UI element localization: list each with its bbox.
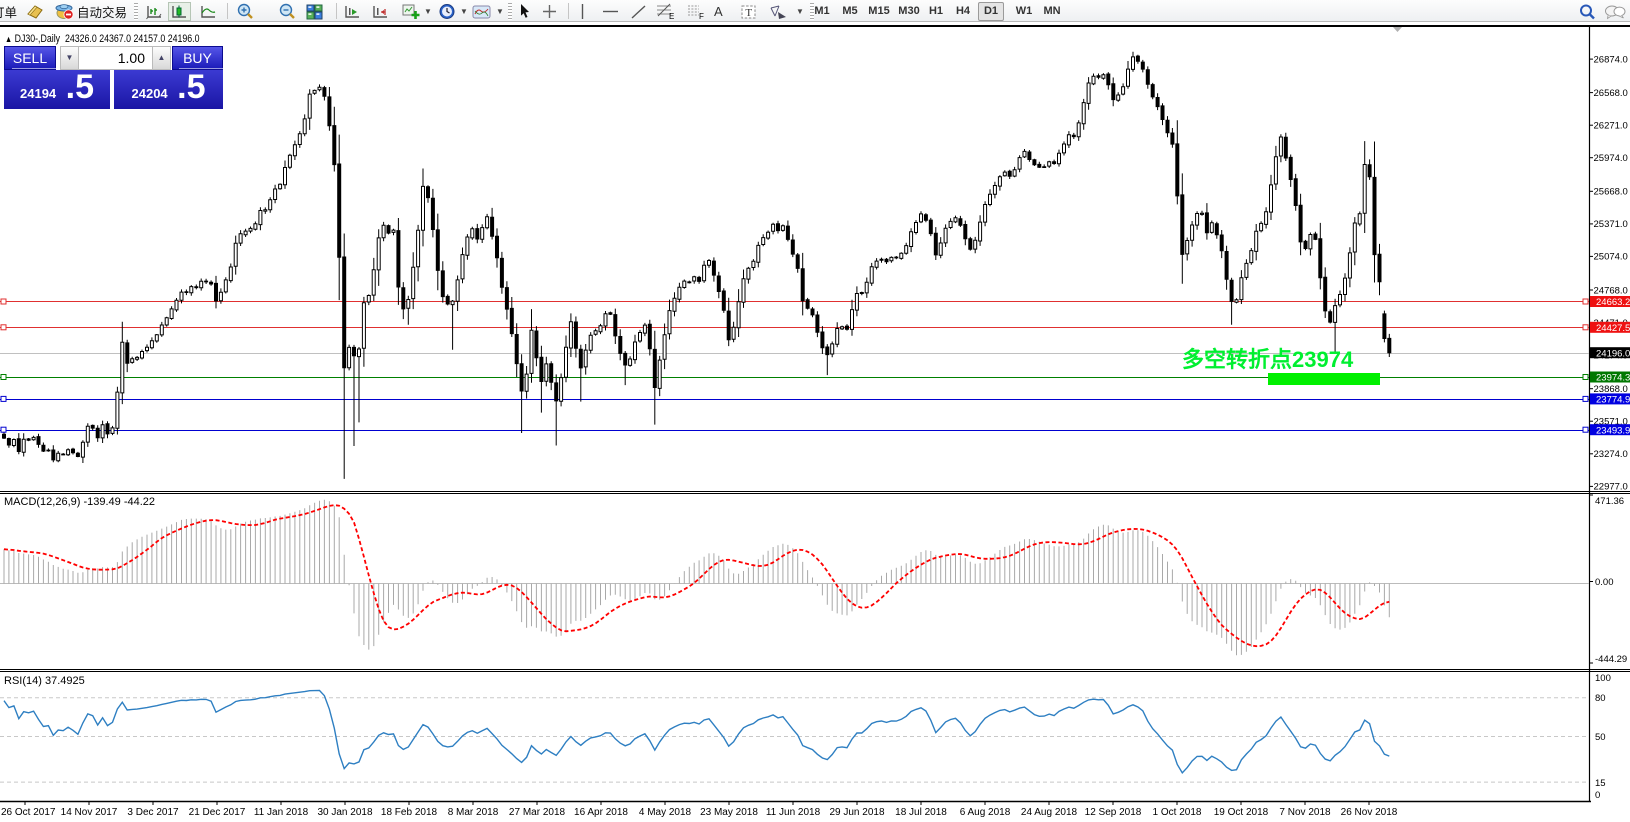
svg-text:T: T [745,7,752,19]
svg-text:25074.0: 25074.0 [1594,252,1628,263]
svg-text:25974.0: 25974.0 [1594,153,1628,164]
svg-text:22977.0: 22977.0 [1594,482,1628,493]
svg-text:0: 0 [1595,790,1600,801]
svg-text:24196.0: 24196.0 [1596,348,1630,359]
svg-text:50: 50 [1595,732,1606,743]
svg-text:18 Jul 2018: 18 Jul 2018 [895,807,947,818]
svg-text:25371.0: 25371.0 [1594,219,1628,230]
svg-text:18 Feb 2018: 18 Feb 2018 [381,807,438,818]
svg-text:30 Jan 2018: 30 Jan 2018 [317,807,372,818]
svg-text:23493.9: 23493.9 [1596,425,1630,436]
svg-text:15: 15 [1595,778,1606,789]
svg-text:24427.5: 24427.5 [1596,323,1630,334]
svg-text:23274.0: 23274.0 [1594,449,1628,460]
svg-text:24 Aug 2018: 24 Aug 2018 [1021,807,1078,818]
svg-text:0.00: 0.00 [1595,577,1614,588]
svg-text:27 Mar 2018: 27 Mar 2018 [509,807,566,818]
svg-text:21 Dec 2017: 21 Dec 2017 [189,807,246,818]
svg-text:1 Oct 2018: 1 Oct 2018 [1153,807,1202,818]
svg-text:23868.0: 23868.0 [1594,384,1628,395]
svg-text:471.36: 471.36 [1595,496,1624,507]
svg-text:11 Jan 2018: 11 Jan 2018 [254,807,309,818]
svg-text:E: E [669,12,674,20]
svg-text:7 Nov 2018: 7 Nov 2018 [1279,807,1331,818]
svg-text:MACD(12,26,9) -139.49 -44.22: MACD(12,26,9) -139.49 -44.22 [4,496,155,508]
svg-text:26 Nov 2018: 26 Nov 2018 [1341,807,1398,818]
svg-text:19 Oct 2018: 19 Oct 2018 [1214,807,1269,818]
svg-text:-444.29: -444.29 [1595,654,1627,665]
svg-text:11 Jun 2018: 11 Jun 2018 [766,807,821,818]
svg-text:14 Nov 2017: 14 Nov 2017 [61,807,118,818]
svg-text:多空转折点23974: 多空转折点23974 [1182,347,1354,372]
svg-text:25668.0: 25668.0 [1594,187,1628,198]
svg-text:23571.0: 23571.0 [1594,417,1628,428]
svg-text:23974.3: 23974.3 [1596,373,1630,384]
svg-text:24663.2: 24663.2 [1596,297,1630,308]
svg-text:100: 100 [1595,673,1611,684]
svg-text:8 Mar 2018: 8 Mar 2018 [448,807,499,818]
svg-text:12 Sep 2018: 12 Sep 2018 [1085,807,1142,818]
svg-text:3 Dec 2017: 3 Dec 2017 [127,807,179,818]
svg-text:4 May 2018: 4 May 2018 [639,807,692,818]
svg-text:26568.0: 26568.0 [1594,88,1628,99]
svg-text:26271.0: 26271.0 [1594,121,1628,132]
svg-text:26 Oct 2017: 26 Oct 2017 [1,807,56,818]
svg-text:26874.0: 26874.0 [1594,54,1628,65]
svg-text:24768.0: 24768.0 [1594,285,1628,296]
svg-text:6 Aug 2018: 6 Aug 2018 [960,807,1011,818]
svg-text:RSI(14) 37.4925: RSI(14) 37.4925 [4,675,85,687]
svg-text:29 Jun 2018: 29 Jun 2018 [829,807,884,818]
svg-text:80: 80 [1595,693,1606,704]
svg-text:23 May 2018: 23 May 2018 [700,807,758,818]
svg-text:F: F [699,12,704,20]
svg-text:23774.9: 23774.9 [1596,395,1630,406]
svg-text:16 Apr 2018: 16 Apr 2018 [574,807,628,818]
